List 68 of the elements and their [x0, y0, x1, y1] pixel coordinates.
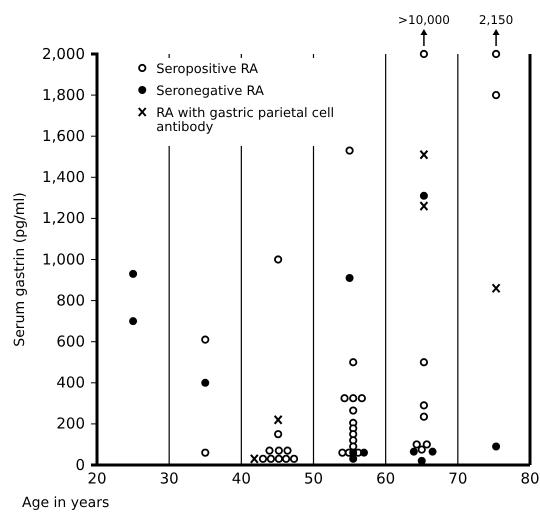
- point: [349, 358, 358, 366]
- point: [420, 412, 428, 421]
- point: [346, 274, 354, 282]
- point: [420, 50, 428, 58]
- x-tick-label: 50: [304, 470, 324, 488]
- y-tick-label: 1,800: [42, 86, 85, 104]
- point: [129, 270, 138, 278]
- annotation: 2,150: [478, 13, 514, 27]
- point: [420, 401, 428, 410]
- x-axis-title: Age in years: [22, 495, 110, 511]
- y-tick-label: 1,600: [42, 127, 85, 145]
- y-tick-label: 800: [56, 291, 85, 310]
- point: [349, 394, 358, 402]
- legend-label: Seropositive RA: [156, 62, 258, 77]
- x-tick-label: 40: [232, 470, 251, 488]
- point: [428, 448, 437, 456]
- point: [492, 91, 500, 100]
- point: [420, 358, 428, 366]
- point: [290, 454, 298, 463]
- point: [419, 201, 428, 212]
- point: [201, 378, 210, 387]
- point: [492, 50, 500, 58]
- annotation: >10,000: [398, 13, 450, 27]
- point: [360, 448, 368, 457]
- point: [412, 440, 421, 449]
- point: [338, 448, 346, 457]
- point: [418, 445, 426, 454]
- point: [201, 448, 210, 457]
- point: [274, 446, 283, 455]
- point: [129, 317, 138, 326]
- point: [492, 442, 500, 451]
- x-tick-label: 80: [520, 470, 540, 488]
- y-tick-label: 1,400: [42, 168, 85, 186]
- y-tick-label: 1,000: [42, 250, 85, 268]
- point: [419, 150, 428, 160]
- x-tick-label: 20: [87, 470, 107, 488]
- point: [274, 454, 283, 463]
- point: [201, 336, 210, 344]
- legend-label: RA with gastric parietal cell antibody: [156, 106, 334, 135]
- y-tick-label: 400: [56, 374, 85, 392]
- legend-label: Seronegative RA: [156, 84, 264, 99]
- point: [349, 406, 358, 415]
- y-tick-label: 2,000: [42, 44, 85, 63]
- point: [358, 394, 366, 402]
- point: [258, 454, 268, 463]
- y-tick-label: 200: [56, 414, 85, 433]
- point: [274, 414, 283, 425]
- point: [282, 454, 290, 463]
- point: [349, 454, 358, 463]
- y-tick-label: 0: [75, 456, 85, 474]
- point: [265, 446, 274, 455]
- x-tick-label: 60: [376, 470, 396, 488]
- point: [274, 255, 282, 264]
- y-tick-label: 1,200: [42, 209, 85, 228]
- point: [283, 446, 292, 455]
- point: [410, 448, 418, 456]
- x-tick-label: 30: [160, 470, 179, 488]
- y-tick-label: 600: [56, 332, 85, 350]
- point: [340, 394, 349, 402]
- point: [274, 430, 282, 438]
- point: [250, 454, 259, 464]
- point: [422, 440, 431, 449]
- x-tick-label: 70: [448, 470, 468, 488]
- y-axis-title: Serum gastrin (pg/ml): [12, 192, 28, 347]
- point: [420, 192, 428, 200]
- point: [266, 454, 276, 463]
- point: [345, 146, 354, 155]
- point: [492, 283, 501, 294]
